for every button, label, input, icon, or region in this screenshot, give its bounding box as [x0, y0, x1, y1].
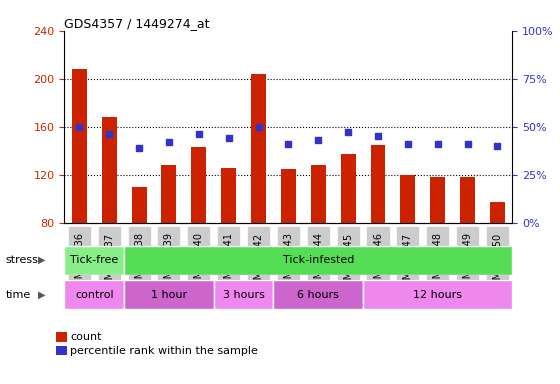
Point [134, 145, 143, 151]
Text: GDS4357 / 1449274_at: GDS4357 / 1449274_at [64, 17, 210, 30]
Point [344, 129, 353, 136]
Text: ▶: ▶ [38, 255, 46, 265]
Bar [363, 280, 512, 309]
Point [75, 124, 84, 130]
Text: time: time [6, 290, 31, 300]
Bar [161, 165, 176, 223]
Text: ▶: ▶ [38, 290, 46, 300]
Text: 12 hours: 12 hours [413, 290, 462, 300]
Bar [102, 117, 116, 223]
Point [254, 124, 263, 130]
Bar [124, 246, 512, 275]
Bar [221, 167, 236, 223]
Bar [214, 280, 273, 309]
Point [493, 143, 502, 149]
Bar [72, 69, 87, 223]
Point [433, 141, 442, 147]
Point [165, 139, 174, 145]
Point [314, 137, 323, 143]
Bar [430, 177, 445, 223]
Text: 6 hours: 6 hours [297, 290, 339, 300]
Bar [64, 280, 124, 309]
Point [194, 131, 203, 137]
Bar [281, 169, 296, 223]
Text: Tick-infested: Tick-infested [283, 255, 354, 265]
Text: 3 hours: 3 hours [223, 290, 264, 300]
Bar [340, 154, 356, 223]
Point [403, 141, 412, 147]
Bar [371, 145, 385, 223]
Bar [273, 280, 363, 309]
Text: Tick-free: Tick-free [70, 255, 118, 265]
Bar [124, 280, 214, 309]
Point [284, 141, 293, 147]
Bar [251, 74, 266, 223]
Bar [64, 246, 124, 275]
Text: control: control [75, 290, 114, 300]
Bar [400, 175, 416, 223]
Bar [460, 177, 475, 223]
Point [105, 131, 114, 137]
Text: 1 hour: 1 hour [151, 290, 187, 300]
Bar [192, 147, 206, 223]
Point [224, 135, 233, 141]
Bar [311, 165, 326, 223]
Bar [132, 187, 147, 223]
Text: stress: stress [6, 255, 39, 265]
Text: percentile rank within the sample: percentile rank within the sample [70, 346, 258, 356]
Point [374, 133, 382, 139]
Point [463, 141, 472, 147]
Bar [490, 202, 505, 223]
Text: count: count [70, 332, 101, 342]
